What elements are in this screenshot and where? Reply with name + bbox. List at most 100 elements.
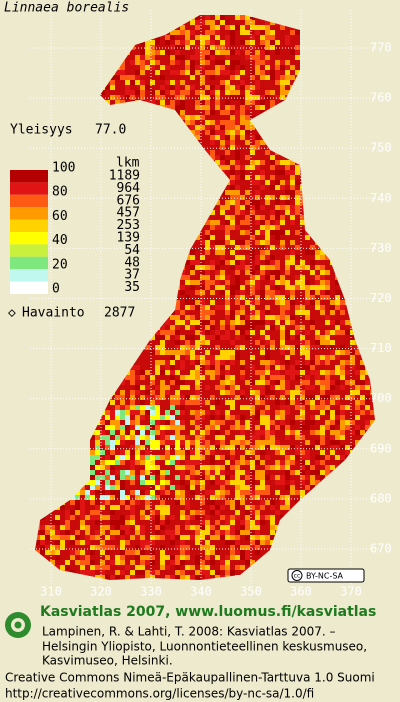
map-cell [70, 200, 75, 205]
map-cell [110, 230, 115, 235]
map-cell [230, 35, 235, 40]
map-cell [225, 165, 230, 170]
map-cell [210, 255, 215, 260]
map-cell [265, 340, 270, 345]
map-cell [100, 90, 105, 95]
map-cell [250, 200, 255, 205]
map-cell [305, 100, 310, 105]
map-cell [220, 335, 225, 340]
map-cell [30, 360, 35, 365]
map-cell [120, 15, 125, 20]
map-cell [365, 25, 370, 30]
map-cell [370, 330, 375, 335]
map-cell [170, 105, 175, 110]
map-cell [345, 315, 350, 320]
map-cell [265, 160, 270, 165]
map-cell [240, 240, 245, 245]
map-cell [325, 215, 330, 220]
map-cell [330, 35, 335, 40]
map-cell [310, 185, 315, 190]
map-cell [335, 295, 340, 300]
map-cell [225, 335, 230, 340]
map-cell [165, 165, 170, 170]
map-cell [355, 85, 360, 90]
map-cell [215, 55, 220, 60]
map-cell [65, 105, 70, 110]
map-cell [135, 150, 140, 155]
map-cell [40, 165, 45, 170]
map-cell [90, 215, 95, 220]
map-cell [180, 350, 185, 355]
map-cell [130, 80, 135, 85]
map-cell [210, 55, 215, 60]
map-cell [80, 330, 85, 335]
map-cell [220, 205, 225, 210]
map-cell [195, 290, 200, 295]
map-cell [80, 140, 85, 145]
map-cell [200, 270, 205, 275]
map-cell [245, 135, 250, 140]
map-cell [300, 315, 305, 320]
map-cell [90, 160, 95, 165]
map-cell [245, 140, 250, 145]
map-cell [345, 280, 350, 285]
map-cell [200, 95, 205, 100]
map-cell [215, 65, 220, 70]
map-cell [275, 150, 280, 155]
map-cell [195, 10, 200, 15]
map-cell [190, 305, 195, 310]
map-cell [275, 350, 280, 355]
map-cell [315, 255, 320, 260]
map-cell [250, 275, 255, 280]
map-cell [245, 25, 250, 30]
map-cell [360, 300, 365, 305]
map-cell [155, 305, 160, 310]
map-cell [105, 275, 110, 280]
map-cell [235, 160, 240, 165]
map-cell [140, 155, 145, 160]
map-cell [195, 325, 200, 330]
map-cell [300, 235, 305, 240]
map-cell [110, 30, 115, 35]
map-cell [330, 165, 335, 170]
map-cell [215, 160, 220, 165]
map-cell [255, 75, 260, 80]
map-cell [225, 175, 230, 180]
map-cell [370, 30, 375, 35]
map-cell [165, 95, 170, 100]
map-cell [170, 280, 175, 285]
map-cell [280, 140, 285, 145]
map-cell [185, 255, 190, 260]
map-cell [305, 140, 310, 145]
map-cell [280, 190, 285, 195]
map-cell [235, 275, 240, 280]
map-cell [235, 155, 240, 160]
map-cell [325, 125, 330, 130]
map-cell [220, 230, 225, 235]
map-cell [210, 190, 215, 195]
map-cell [315, 140, 320, 145]
map-cell [230, 145, 235, 150]
map-cell [75, 150, 80, 155]
map-cell [155, 125, 160, 130]
map-cell [210, 200, 215, 205]
map-cell [195, 280, 200, 285]
map-cell [370, 325, 375, 330]
map-cell [35, 20, 40, 25]
map-cell [265, 300, 270, 305]
map-cell [375, 130, 380, 135]
map-cell [245, 190, 250, 195]
map-cell [275, 225, 280, 230]
map-cell [375, 110, 380, 115]
map-cell [365, 255, 370, 260]
map-cell [255, 215, 260, 220]
map-cell [120, 335, 125, 340]
map-cell [145, 60, 150, 65]
map-cell [75, 40, 80, 45]
map-cell [190, 190, 195, 195]
map-cell [200, 40, 205, 45]
map-cell [270, 165, 275, 170]
map-cell [55, 15, 60, 20]
map-cell [175, 65, 180, 70]
map-cell [185, 210, 190, 215]
